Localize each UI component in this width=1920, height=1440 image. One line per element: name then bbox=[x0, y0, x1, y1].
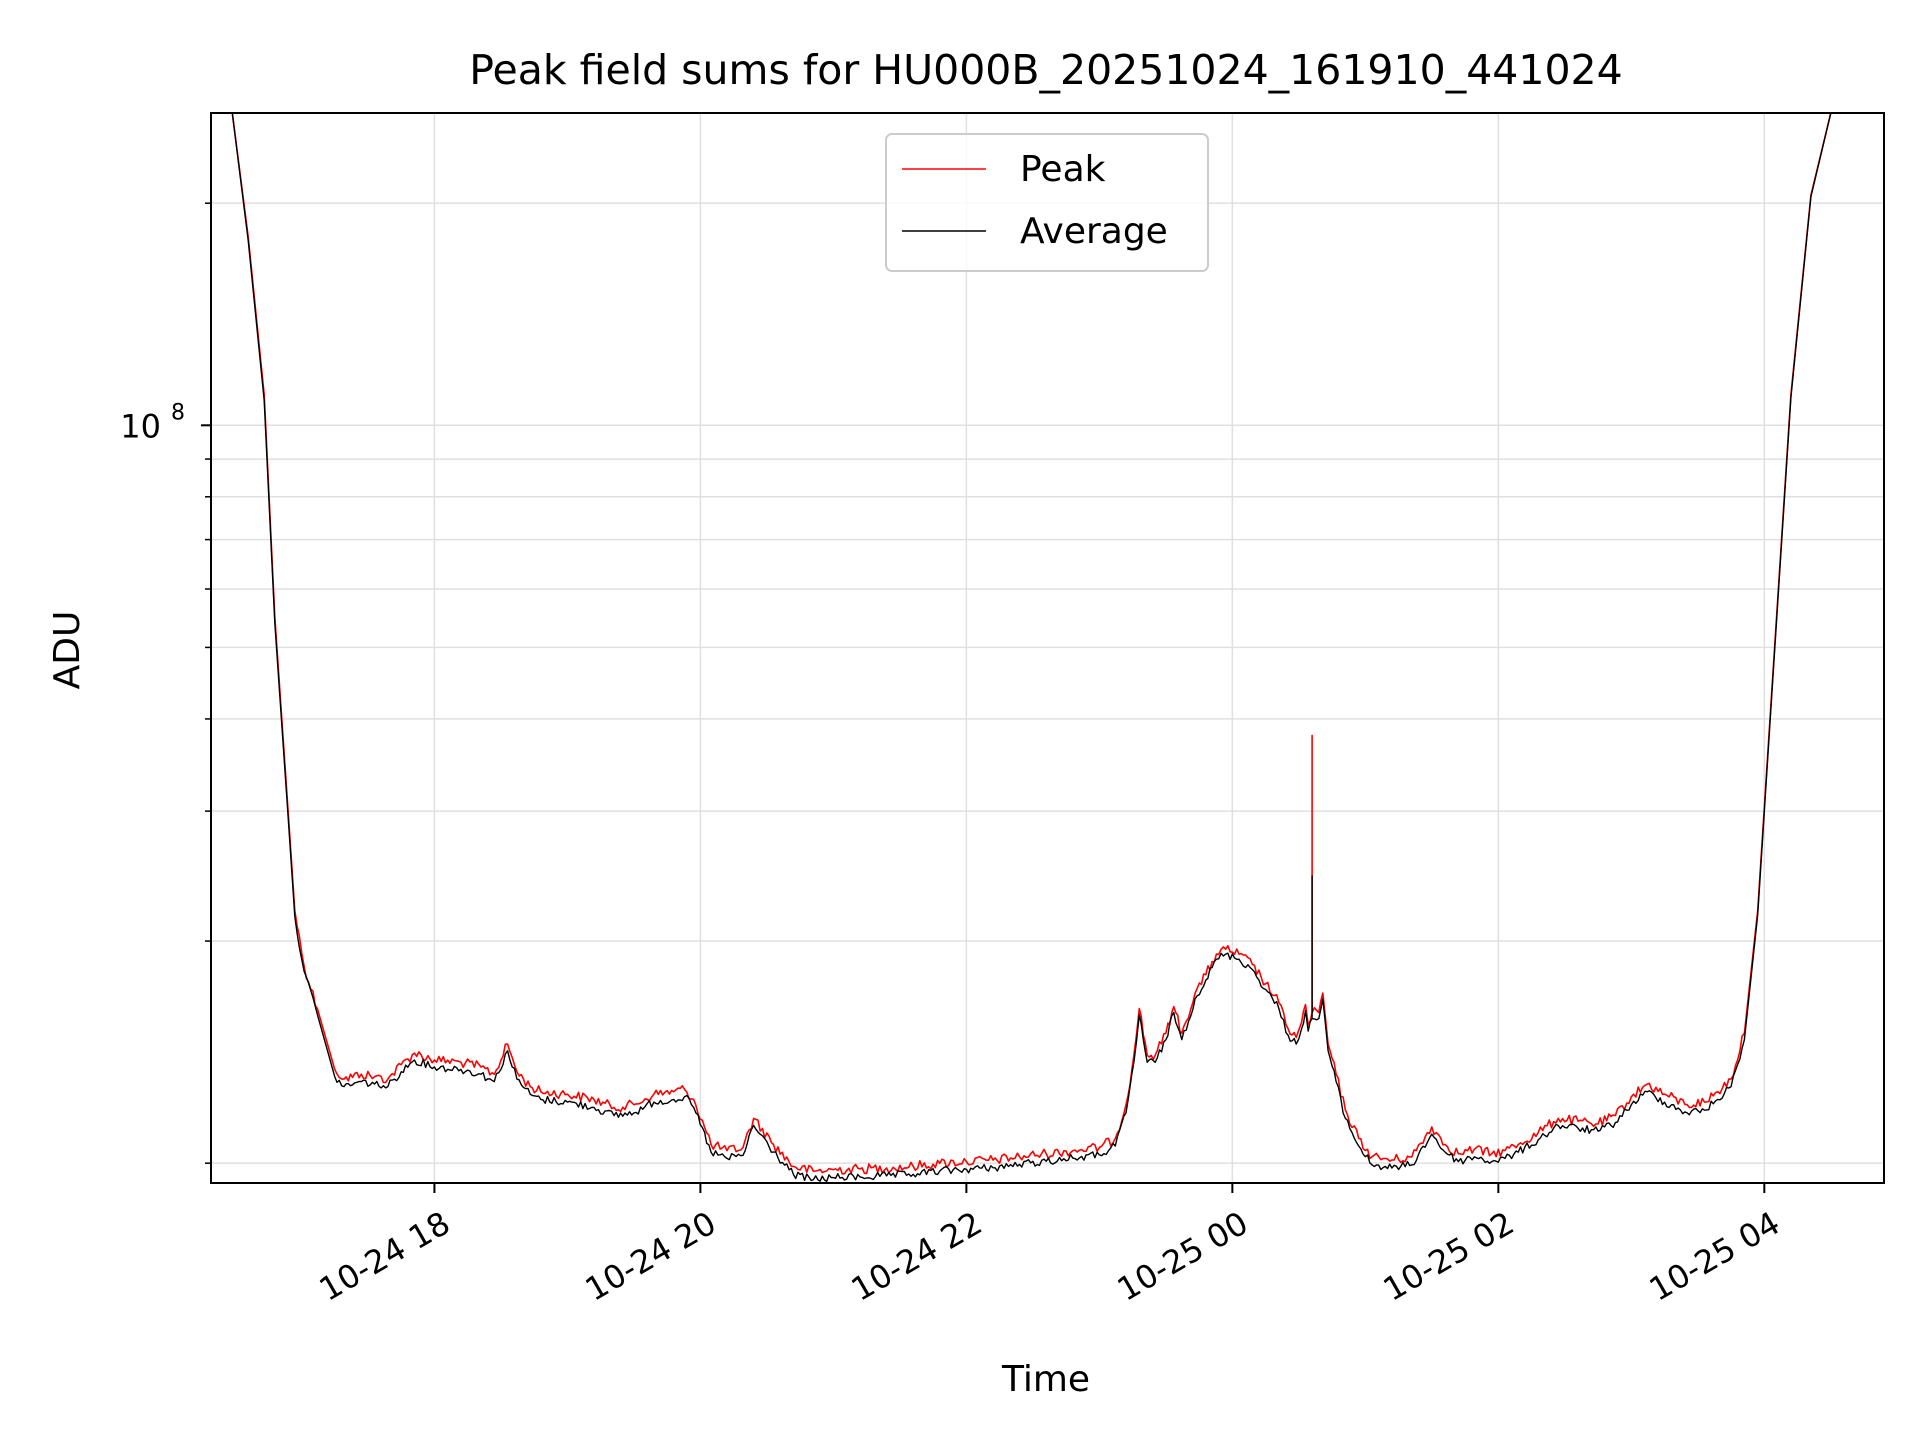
y-tick-label-base: 10 bbox=[120, 407, 161, 445]
series-average-line bbox=[211, 113, 1884, 1183]
x-axis-label: Time bbox=[1001, 1359, 1090, 1400]
series-peak-line bbox=[211, 113, 1884, 1175]
plot-area bbox=[211, 113, 1884, 1183]
y-axis-label: ADU bbox=[47, 611, 88, 690]
legend: Peak Average bbox=[885, 133, 1209, 272]
legend-peak-label: Peak bbox=[1020, 149, 1106, 190]
chart-title: Peak field sums for HU000B_20251024_1619… bbox=[469, 46, 1622, 94]
y-tick-label-exponent: 8 bbox=[171, 400, 185, 425]
grid bbox=[211, 113, 1884, 1183]
legend-average-label: Average bbox=[1020, 211, 1168, 252]
